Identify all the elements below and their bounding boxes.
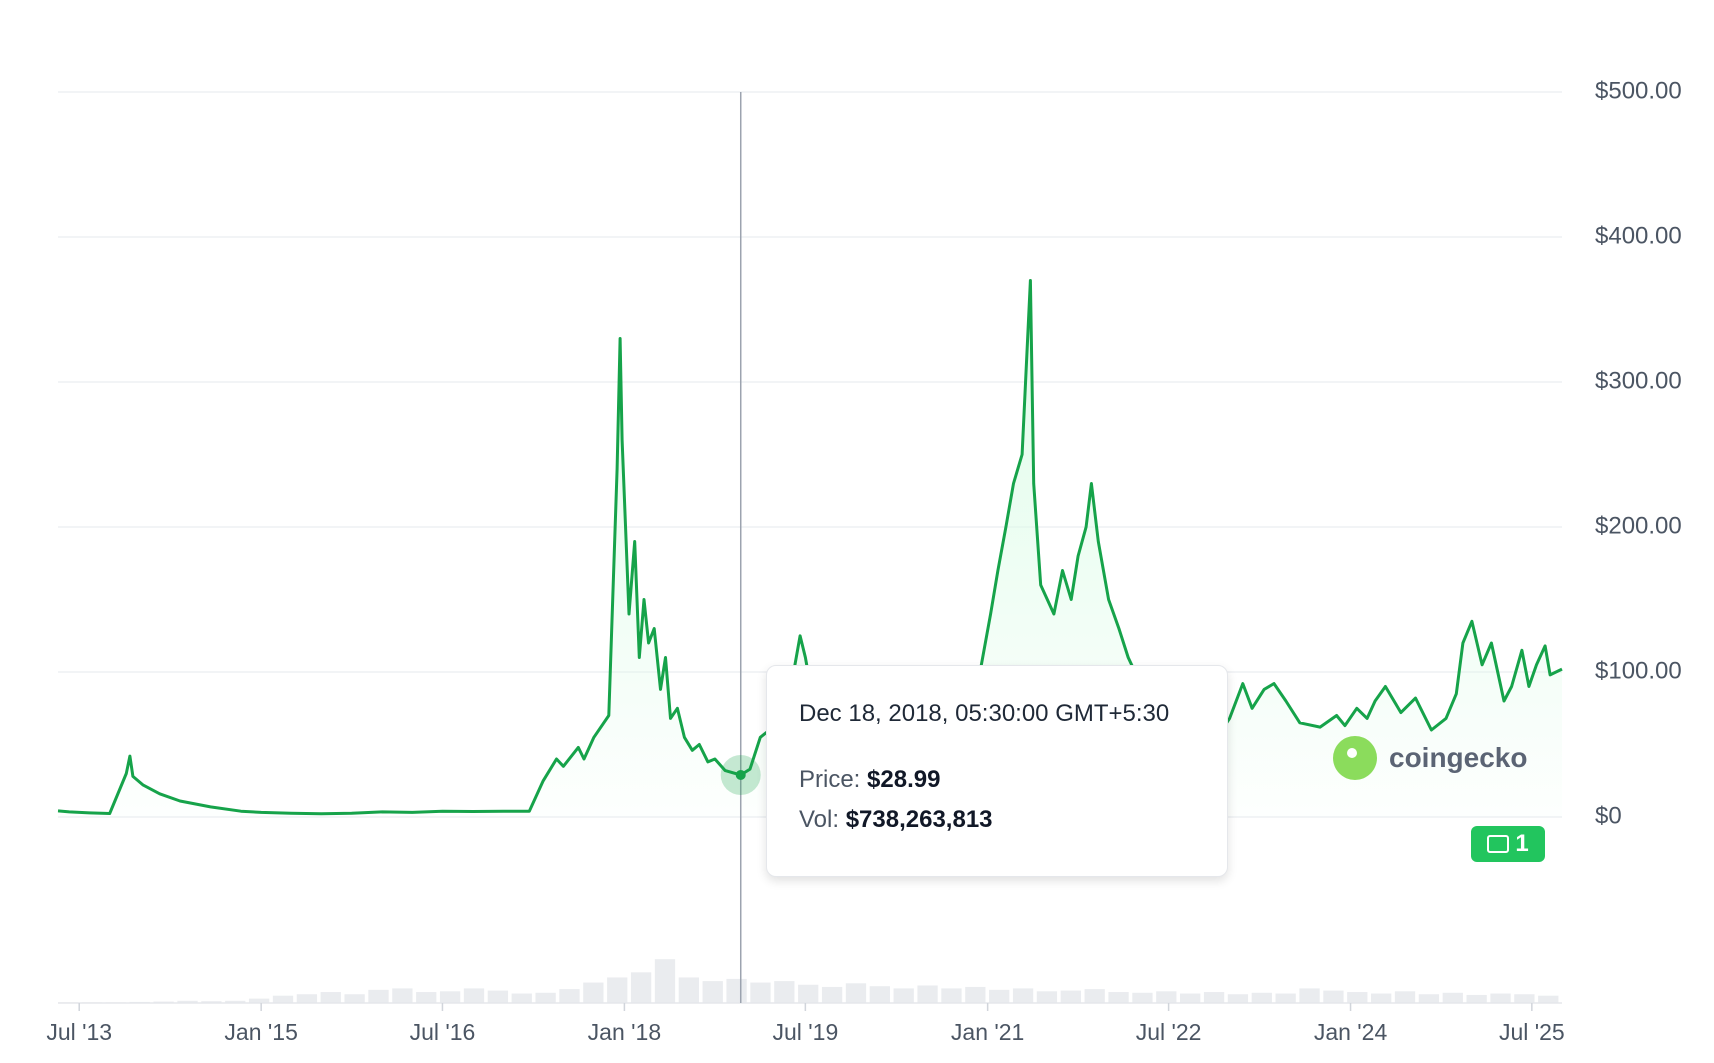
volume-bar <box>1132 992 1153 1003</box>
volume-bar <box>416 992 437 1003</box>
volume-bar <box>1060 990 1081 1003</box>
volume-bar <box>201 1001 222 1003</box>
volume-bar <box>1347 992 1368 1003</box>
x-tick-label: Jul '22 <box>1136 1019 1202 1045</box>
tooltip-volume-row: Vol: $738,263,813 <box>799 806 1195 834</box>
volume-bar <box>965 986 986 1003</box>
volume-bar <box>1275 993 1296 1003</box>
tooltip-price-row: Price: $28.99 <box>799 766 1195 794</box>
coingecko-wordmark: coingecko <box>1389 742 1528 773</box>
volume-bar <box>726 978 747 1003</box>
volume-bar <box>869 986 890 1003</box>
volume-bar <box>1466 994 1487 1003</box>
volume-bar <box>678 977 699 1003</box>
x-tick-label: Jan '21 <box>951 1019 1024 1045</box>
volume-bar <box>487 990 509 1003</box>
volume-bar <box>1538 995 1559 1003</box>
volume-bar <box>177 1000 198 1003</box>
volume-bar <box>1036 991 1058 1003</box>
volume-bar <box>1442 992 1463 1003</box>
newspaper-icon <box>1487 835 1510 853</box>
y-tick-label: $100.00 <box>1595 657 1682 684</box>
y-tick-label: $400.00 <box>1595 222 1682 249</box>
x-tick-label: Jan '15 <box>224 1019 297 1045</box>
volume-bar <box>344 994 365 1003</box>
volume-bar <box>320 992 341 1003</box>
coingecko-watermark: coingecko <box>1333 736 1527 780</box>
x-tick-label: Jul '25 <box>1499 1019 1565 1045</box>
y-tick-label: $500.00 <box>1595 77 1682 104</box>
volume-bar <box>750 982 771 1003</box>
volume-bar <box>463 988 485 1003</box>
x-tick-label: Jul '19 <box>772 1019 838 1045</box>
volume-bar <box>630 972 652 1003</box>
volume-bar <box>1299 988 1320 1003</box>
volume-bar <box>1418 994 1440 1003</box>
tooltip-price-label: Price: <box>799 766 861 793</box>
tooltip-price-value: $28.99 <box>867 766 941 793</box>
volume-bar <box>1371 993 1392 1003</box>
volume-bar <box>272 995 294 1003</box>
volume-bar <box>845 983 867 1003</box>
x-tick-label: Jan '18 <box>588 1019 661 1045</box>
volume-bar <box>821 986 843 1003</box>
volume-bar <box>559 989 580 1003</box>
volume-bar <box>225 1000 246 1003</box>
volume-bar <box>1180 993 1201 1003</box>
volume-bar <box>1227 994 1249 1003</box>
x-tick-label: Jul '16 <box>410 1019 476 1045</box>
volume-bar <box>798 984 819 1003</box>
y-tick-label: $300.00 <box>1595 367 1682 394</box>
volume-bar <box>607 977 628 1003</box>
volume-bar <box>1084 989 1105 1003</box>
volume-bar <box>368 989 389 1003</box>
volume-bar <box>1012 988 1034 1003</box>
volume-bar <box>583 982 604 1003</box>
volume-bar <box>1156 991 1177 1003</box>
volume-bar <box>248 998 270 1003</box>
tooltip-volume-label: Vol: <box>799 806 840 833</box>
tooltip-volume-value: $738,263,813 <box>845 806 993 833</box>
volume-bar <box>1490 993 1511 1003</box>
volume-bar <box>439 991 461 1003</box>
volume-bar <box>1514 994 1535 1003</box>
volume-bar <box>392 988 413 1003</box>
volume-bar <box>893 988 914 1003</box>
tooltip-date: Dec 18, 2018, 05:30:00 GMT+5:30 <box>799 700 1170 727</box>
x-tick-label: Jan '24 <box>1314 1019 1388 1045</box>
volume-bar <box>511 993 532 1003</box>
volume-bar <box>702 981 723 1003</box>
x-tick-label: Jul '13 <box>46 1019 112 1045</box>
volume-bar <box>941 988 962 1003</box>
coingecko-logo-icon <box>1333 736 1377 780</box>
volume-bar <box>917 985 938 1003</box>
y-tick-label: $200.00 <box>1595 512 1682 539</box>
volume-bar <box>654 959 676 1003</box>
volume-bar <box>1108 992 1129 1003</box>
hover-tooltip: Dec 18, 2018, 05:30:00 GMT+5:30 Price: $… <box>766 665 1228 877</box>
volume-bar <box>535 992 556 1003</box>
y-tick-label: $0 <box>1595 802 1622 829</box>
volume-bar <box>774 981 795 1003</box>
news-badge[interactable]: 1 <box>1471 826 1545 862</box>
volume-bar <box>1251 992 1272 1003</box>
news-count: 1 <box>1515 830 1529 857</box>
volume-bar <box>296 994 318 1003</box>
volume-bar <box>989 989 1010 1003</box>
volume-bar <box>1323 990 1344 1003</box>
volume-bar <box>1203 992 1225 1003</box>
hover-marker-point <box>735 769 746 780</box>
volume-bar <box>1394 991 1416 1003</box>
